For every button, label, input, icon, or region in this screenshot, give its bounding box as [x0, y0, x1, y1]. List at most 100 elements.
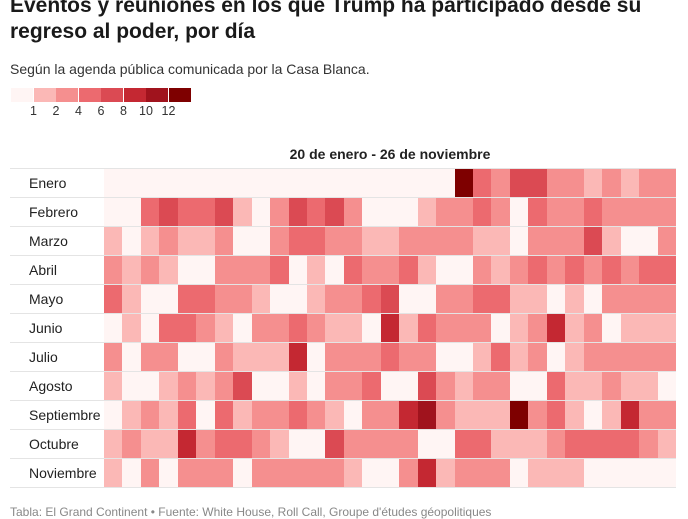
heatmap-cell — [178, 343, 196, 371]
heatmap-cell — [159, 227, 178, 255]
heatmap-cell — [159, 285, 178, 313]
heatmap-cell — [528, 227, 547, 255]
heatmap-cell — [639, 343, 658, 371]
heatmap-cell — [381, 256, 399, 284]
row-label: Febrero — [29, 204, 79, 220]
heatmap-cell — [436, 343, 455, 371]
heatmap-cell — [602, 430, 621, 458]
heatmap-cell — [658, 227, 676, 255]
row-divider — [10, 255, 676, 256]
heatmap-cell — [436, 169, 455, 197]
heatmap-cell — [584, 227, 602, 255]
chart-title: Eventos y reuniones en los que Trump ha … — [10, 0, 642, 43]
heatmap-cell — [658, 256, 676, 284]
heatmap-cell — [178, 198, 196, 226]
heatmap-cell — [252, 169, 270, 197]
heatmap-cell — [196, 314, 215, 342]
heatmap-cell — [362, 430, 381, 458]
heatmap-cell — [289, 430, 307, 458]
heatmap-cell — [455, 401, 473, 429]
heatmap-cell — [602, 198, 621, 226]
heatmap-cell — [584, 459, 602, 487]
heatmap-cell — [473, 227, 491, 255]
heatmap-cell — [252, 227, 270, 255]
heatmap-cell — [344, 285, 362, 313]
heatmap-cell — [122, 372, 141, 400]
heatmap-cell — [399, 227, 418, 255]
heatmap-cell — [270, 459, 289, 487]
heatmap-cell — [399, 285, 418, 313]
heatmap-cell — [215, 256, 233, 284]
heatmap-cell — [547, 343, 565, 371]
heatmap-cell — [565, 314, 584, 342]
heatmap-cell — [307, 372, 325, 400]
heatmap-cell — [621, 430, 639, 458]
legend-swatch — [78, 88, 101, 102]
heatmap-cell — [547, 459, 565, 487]
heatmap-cell — [344, 343, 362, 371]
heatmap-cell — [362, 169, 381, 197]
heatmap-cell — [159, 372, 178, 400]
row-label: Octubre — [29, 436, 79, 452]
row-divider — [10, 226, 676, 227]
row-divider — [10, 400, 676, 401]
heatmap-cell — [307, 198, 325, 226]
heatmap-cell — [565, 430, 584, 458]
heatmap-cell — [159, 430, 178, 458]
heatmap-cell — [565, 169, 584, 197]
heatmap-cell — [362, 285, 381, 313]
heatmap-cell — [289, 169, 307, 197]
heatmap-cell — [307, 401, 325, 429]
heatmap-cell — [325, 314, 344, 342]
heatmap-cell — [528, 430, 547, 458]
row-divider — [10, 313, 676, 314]
heatmap-cell — [565, 372, 584, 400]
heatmap-cell — [510, 314, 528, 342]
heatmap-cell — [344, 372, 362, 400]
heatmap-cell — [602, 459, 621, 487]
row-divider — [10, 429, 676, 430]
row-label: Mayo — [29, 291, 64, 307]
heatmap-cell — [104, 285, 122, 313]
heatmap-cell — [639, 401, 658, 429]
heatmap-cell — [547, 285, 565, 313]
row-divider — [10, 458, 676, 459]
heatmap-cell — [270, 314, 289, 342]
heatmap-cell — [362, 401, 381, 429]
heatmap-cell — [418, 343, 436, 371]
heatmap-cell — [362, 227, 381, 255]
heatmap-cell — [399, 401, 418, 429]
chart-subtitle: Según la agenda pública comunicada por l… — [10, 61, 370, 77]
heatmap-cell — [491, 343, 510, 371]
heatmap-cell — [455, 372, 473, 400]
heatmap-cell — [252, 430, 270, 458]
heatmap-cell — [344, 314, 362, 342]
heatmap-cell — [344, 227, 362, 255]
heatmap-cell — [270, 372, 289, 400]
heatmap-cell — [565, 198, 584, 226]
heatmap-cell — [122, 430, 141, 458]
heatmap-cell — [141, 401, 159, 429]
legend-swatch — [123, 88, 146, 102]
heatmap-cell — [565, 343, 584, 371]
heatmap-cell — [233, 343, 252, 371]
heatmap-cell — [178, 285, 196, 313]
row-divider — [10, 371, 676, 372]
heatmap-cell — [455, 285, 473, 313]
heatmap-cell — [307, 227, 325, 255]
heatmap-cell — [639, 285, 658, 313]
heatmap-cell — [436, 401, 455, 429]
heatmap-cell — [491, 169, 510, 197]
heatmap-cell — [141, 198, 159, 226]
heatmap-cell — [289, 343, 307, 371]
heatmap-cell — [658, 459, 676, 487]
heatmap-cell — [325, 430, 344, 458]
heatmap-cell — [399, 198, 418, 226]
heatmap-cell — [178, 169, 196, 197]
heatmap-cell — [547, 401, 565, 429]
heatmap-cell — [491, 372, 510, 400]
heatmap-cell — [362, 372, 381, 400]
heatmap-cell — [639, 430, 658, 458]
heatmap-cell — [602, 314, 621, 342]
heatmap-cell — [584, 198, 602, 226]
